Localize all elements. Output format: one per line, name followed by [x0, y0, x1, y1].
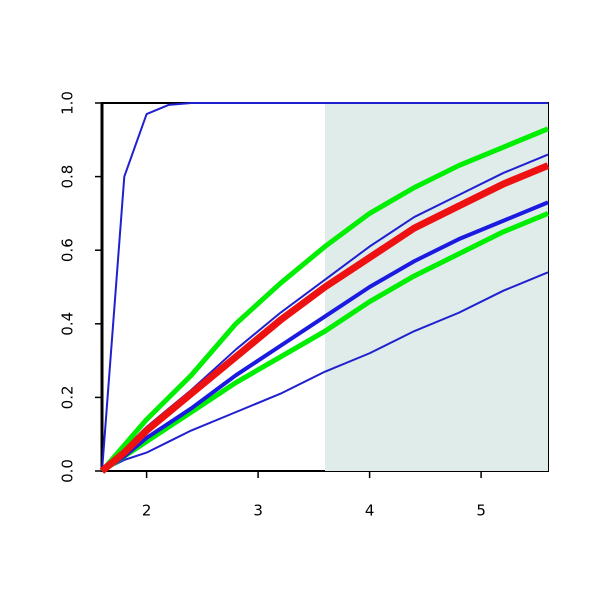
x-tick-label: 2	[142, 502, 152, 520]
y-tick-label: 0.0	[59, 459, 77, 483]
line-series	[100, 211, 549, 474]
line-series	[100, 200, 549, 473]
line-series	[99, 162, 550, 474]
x-tick-label: 3	[253, 502, 263, 520]
y-tick-label: 0.2	[59, 385, 77, 409]
line-series	[101, 271, 549, 472]
y-tick-label: 0.6	[59, 238, 77, 262]
x-tick-label: 5	[476, 502, 486, 520]
y-tick-label: 0.8	[59, 165, 77, 189]
x-tick-label: 4	[365, 502, 375, 520]
y-tick-label: 0.4	[59, 312, 77, 336]
y-tick-label: 1.0	[59, 91, 77, 115]
line-series	[100, 126, 549, 473]
line-series	[101, 102, 548, 472]
